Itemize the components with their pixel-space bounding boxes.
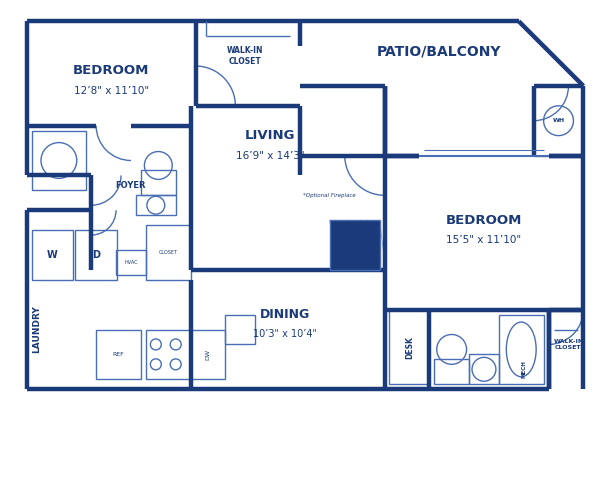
Bar bbox=[389, 310, 429, 384]
Bar bbox=[96, 329, 141, 379]
Bar bbox=[469, 354, 499, 384]
Text: DINING: DINING bbox=[260, 308, 310, 321]
Bar bbox=[75, 230, 117, 280]
Text: D: D bbox=[92, 250, 100, 260]
Text: 10’3" x 10’4": 10’3" x 10’4" bbox=[253, 329, 317, 340]
Bar bbox=[32, 131, 86, 190]
Text: CLOSET: CLOSET bbox=[159, 250, 178, 255]
Text: MECH: MECH bbox=[521, 360, 526, 378]
Text: PATIO/BALCONY: PATIO/BALCONY bbox=[377, 44, 502, 58]
Text: LIVING: LIVING bbox=[245, 129, 295, 142]
Text: *Optional Fireplace: *Optional Fireplace bbox=[304, 193, 356, 198]
Bar bbox=[136, 196, 176, 215]
Bar bbox=[141, 171, 176, 196]
Bar bbox=[330, 220, 380, 270]
Text: WH: WH bbox=[553, 118, 565, 123]
Text: 12’8" x 11’10": 12’8" x 11’10" bbox=[74, 86, 149, 96]
Bar bbox=[191, 329, 226, 379]
Bar bbox=[499, 315, 544, 384]
Text: WALK-IN
CLOSET: WALK-IN CLOSET bbox=[553, 339, 584, 350]
Text: WALK-IN
CLOSET: WALK-IN CLOSET bbox=[227, 47, 263, 66]
Text: FOYER: FOYER bbox=[116, 181, 146, 190]
Bar bbox=[32, 230, 73, 280]
Text: DESK: DESK bbox=[405, 336, 414, 359]
Bar bbox=[116, 250, 146, 275]
Text: 15’5" x 11’10": 15’5" x 11’10" bbox=[446, 235, 521, 245]
Bar bbox=[533, 86, 583, 155]
Text: BEDROOM: BEDROOM bbox=[73, 65, 149, 77]
Text: W: W bbox=[47, 250, 58, 260]
Text: LAUNDRY: LAUNDRY bbox=[32, 306, 41, 353]
Text: REF: REF bbox=[113, 352, 124, 357]
Bar bbox=[146, 329, 191, 379]
Bar bbox=[146, 225, 191, 280]
Text: HVAC: HVAC bbox=[124, 260, 138, 265]
Bar bbox=[226, 315, 255, 344]
Text: BEDROOM: BEDROOM bbox=[446, 214, 522, 227]
Bar bbox=[434, 359, 469, 384]
Text: DW: DW bbox=[206, 349, 211, 360]
Text: 16’9" x 14’3": 16’9" x 14’3" bbox=[236, 150, 304, 161]
